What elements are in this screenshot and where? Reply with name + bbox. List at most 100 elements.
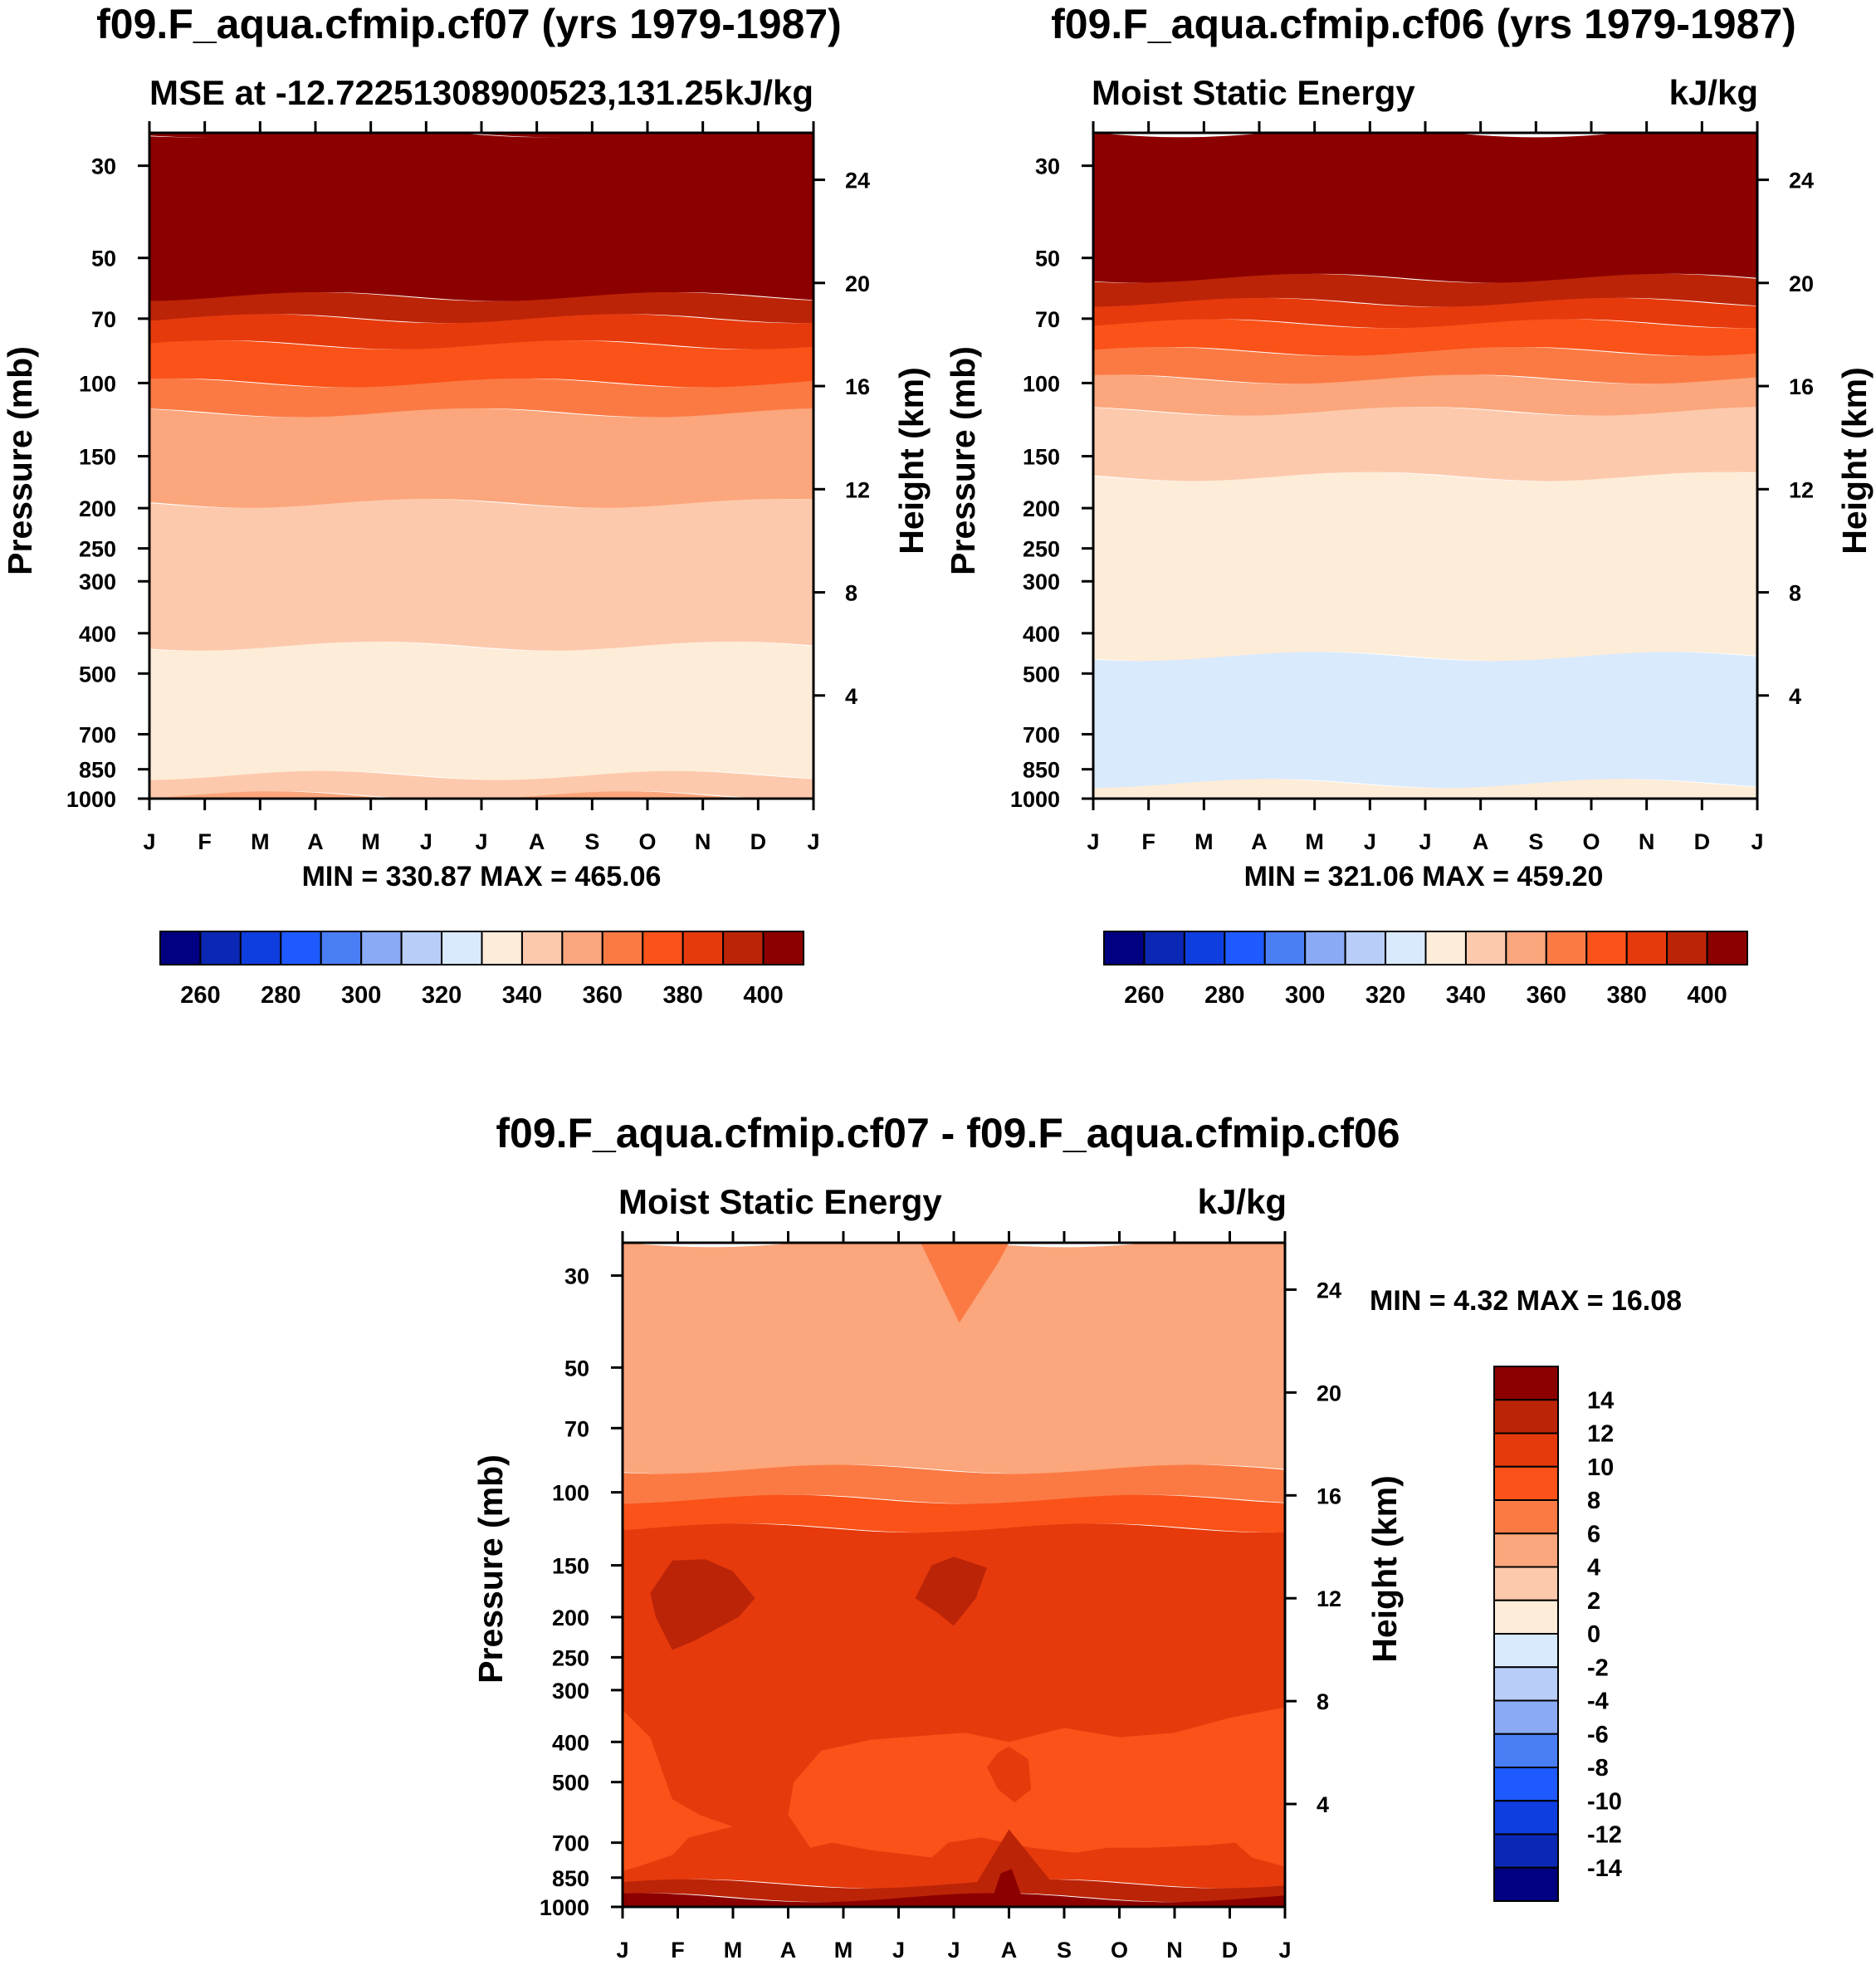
contour-band [1093, 472, 1757, 662]
y2-axis-label: Height (km) [892, 367, 931, 555]
y2-tick-label: 24 [1789, 169, 1814, 193]
colorbar-label: 4 [1587, 1555, 1600, 1581]
colorbar-box [1493, 1866, 1559, 1902]
contour-band [623, 1243, 1285, 1474]
x-tick-label: M [1194, 829, 1214, 854]
colorbar-box [1464, 931, 1507, 965]
panel-subtitle: Moist Static Energy [1092, 73, 1415, 112]
y-tick-label: 200 [79, 496, 116, 521]
min-max-label: MIN = 4.32 MAX = 16.08 [1370, 1285, 1682, 1317]
colorbar-box [1493, 1833, 1559, 1869]
panel-title: f09.F_aqua.cfmip.cf07 - f09.F_aqua.cfmip… [496, 1110, 1400, 1156]
colorbar-box [1103, 931, 1146, 965]
colorbar-box [320, 931, 363, 965]
colorbar-label: 300 [1285, 982, 1325, 1009]
colorbar-label: 260 [180, 982, 220, 1009]
colorbar-box [1493, 1699, 1559, 1735]
panel-subtitle: Moist Static Energy [618, 1182, 942, 1221]
colorbar-label: -4 [1587, 1689, 1609, 1715]
x-tick-label: M [834, 1938, 853, 1963]
y2-tick-label: 8 [1789, 581, 1801, 606]
panel-title: f09.F_aqua.cfmip.cf07 (yrs 1979-1987) [96, 1, 842, 47]
y-tick-label: 1000 [1010, 787, 1060, 812]
heatmap-plot: J F M A M J J A S O N D J 30 50 70 100 150 200 250 300 400 500… [540, 1231, 1341, 1963]
contour-band [149, 791, 813, 799]
x-tick-label: J [475, 829, 487, 854]
colorbar-box [1493, 1465, 1559, 1501]
colorbar-box [682, 931, 725, 965]
y2-tick-label: 12 [1317, 1586, 1341, 1611]
colorbar-label: 14 [1587, 1387, 1614, 1414]
y-tick-label: 250 [552, 1645, 589, 1670]
colorbar-box [1706, 931, 1748, 965]
colorbar-label: -12 [1587, 1822, 1622, 1849]
y2-axis-label: Height (km) [1835, 367, 1874, 555]
y-tick-label: 150 [79, 445, 116, 470]
y2-tick-label: 12 [845, 477, 870, 502]
x-tick-label: J [807, 829, 819, 854]
contour-band [1093, 407, 1757, 481]
x-tick-label: J [1278, 1938, 1291, 1963]
colorbar-box [1493, 1432, 1559, 1468]
y2-tick-label: 4 [1789, 684, 1801, 709]
y-tick-label: 300 [79, 569, 116, 594]
plot-area [623, 1243, 1285, 1907]
y-tick-label: 300 [1023, 569, 1060, 594]
y2-tick-label: 24 [845, 169, 870, 193]
y-tick-label: 300 [552, 1679, 589, 1703]
x-tick-label: S [1528, 829, 1543, 854]
y-tick-label: 400 [79, 622, 116, 647]
y-axis-label: Pressure (mb) [1, 346, 39, 575]
y-tick-label: 70 [91, 307, 116, 332]
y-tick-label: 200 [552, 1606, 589, 1630]
y-tick-label: 850 [552, 1866, 589, 1891]
x-tick-label: N [695, 829, 711, 854]
x-tick-label: S [584, 829, 599, 854]
contour-feature [788, 1707, 1285, 1867]
colorbar-label: 380 [1606, 982, 1646, 1009]
contour-feature [975, 1829, 1053, 1884]
colorbar-box [280, 931, 322, 965]
plot-area [149, 133, 813, 799]
y2-axis-label: Height (km) [1365, 1475, 1404, 1663]
colorbar-box [441, 931, 483, 965]
x-tick-label: J [1751, 829, 1763, 854]
contour-feature [921, 1243, 1009, 1323]
colorbar-label: -14 [1587, 1855, 1622, 1882]
colorbar-label: 0 [1587, 1621, 1600, 1648]
colorbar-label: 280 [261, 982, 300, 1009]
x-tick-label: N [1166, 1938, 1183, 1963]
contour-band [1093, 319, 1757, 356]
colorbar-label: 300 [341, 982, 381, 1009]
colorbar-box [481, 931, 523, 965]
colorbar-label: 340 [1446, 982, 1486, 1009]
panel-top-left: f09.F_aqua.cfmip.cf07 (yrs 1979-1987) MS… [1, 1, 931, 1009]
contour-band [1093, 347, 1757, 384]
colorbar-label: -10 [1587, 1788, 1622, 1815]
y2-tick-label: 8 [845, 581, 857, 606]
y-tick-label: 700 [79, 722, 116, 747]
colorbar-box [1585, 931, 1628, 965]
contour-feature [650, 1559, 755, 1650]
colorbar-box [1224, 931, 1266, 965]
colorbar-box [561, 931, 603, 965]
colorbar-label: 280 [1204, 982, 1244, 1009]
heatmap-plot: J F M A M J J A S O N D J 30 50 70 100 150 200 250 300 400 500… [1010, 121, 1814, 854]
contour-band [149, 378, 813, 418]
y-tick-label: 100 [79, 371, 116, 396]
y-tick-label: 400 [1023, 622, 1060, 647]
colorbar-label: -2 [1587, 1655, 1609, 1681]
colorbar-box [1493, 1633, 1559, 1669]
colorbar-box [1625, 931, 1668, 965]
x-tick-label: A [1001, 1938, 1018, 1963]
colorbar-box [642, 931, 684, 965]
y-tick-label: 700 [1023, 722, 1060, 747]
x-tick-label: F [198, 829, 212, 854]
y2-tick-label: 20 [845, 271, 870, 296]
contour-band [149, 340, 813, 388]
y2-tick-label: 4 [1317, 1792, 1329, 1817]
x-tick-label: J [892, 1938, 905, 1963]
colorbar-label: 260 [1124, 982, 1164, 1009]
y-tick-label: 850 [79, 758, 116, 783]
x-tick-label: A [529, 829, 545, 854]
